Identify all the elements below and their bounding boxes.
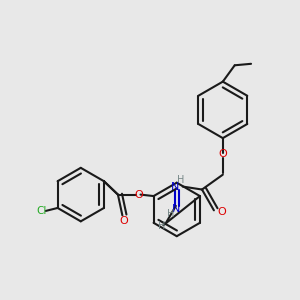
Text: O: O — [134, 190, 143, 200]
Text: N: N — [171, 182, 179, 192]
Text: H: H — [167, 209, 174, 219]
Text: O: O — [218, 149, 227, 160]
Text: O: O — [119, 216, 128, 226]
Text: H: H — [177, 175, 184, 185]
Text: H: H — [158, 221, 166, 231]
Text: O: O — [217, 207, 226, 217]
Text: N: N — [172, 204, 180, 214]
Text: Cl: Cl — [36, 206, 46, 216]
